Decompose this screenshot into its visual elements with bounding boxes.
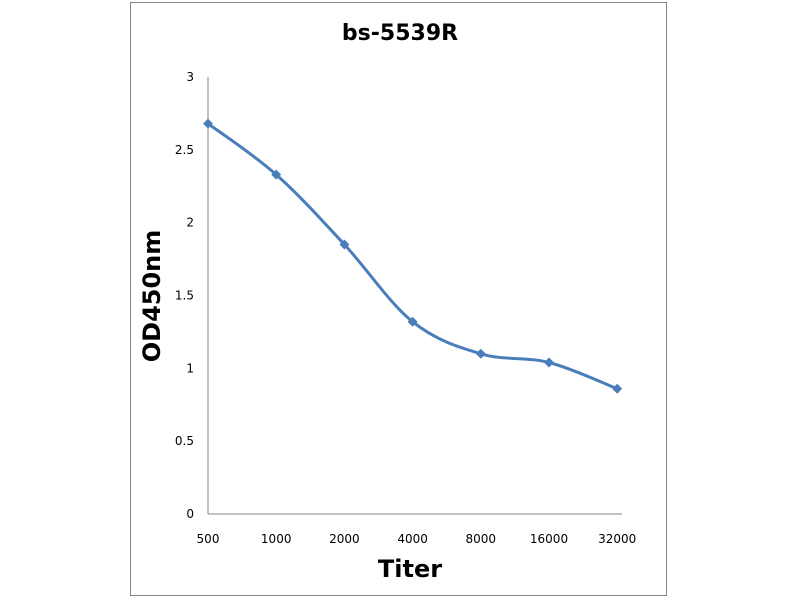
chart-frame bbox=[130, 2, 667, 596]
x-tick-label: 500 bbox=[197, 532, 220, 546]
data-point bbox=[339, 239, 350, 250]
series-line bbox=[207, 122, 618, 391]
x-tick-label: 2000 bbox=[329, 532, 360, 546]
x-tick-label: 8000 bbox=[466, 532, 497, 546]
x-tick-label: 4000 bbox=[397, 532, 428, 546]
y-tick-label: 2.5 bbox=[175, 143, 194, 157]
chart-title: bs-5539R bbox=[342, 21, 458, 46]
data-point bbox=[612, 383, 623, 394]
data-point bbox=[271, 169, 282, 180]
y-tick-label: 2 bbox=[186, 216, 194, 230]
data-point bbox=[407, 316, 418, 327]
x-tick-label: 32000 bbox=[598, 532, 636, 546]
y-tick-label: 1 bbox=[186, 361, 194, 375]
x-tick-label: 1000 bbox=[261, 532, 292, 546]
y-tick-label: 0 bbox=[186, 507, 194, 521]
y-tick-label: 0.5 bbox=[175, 434, 194, 448]
data-point bbox=[544, 357, 554, 368]
data-point bbox=[203, 118, 213, 129]
y-axis-label: OD450nm bbox=[138, 230, 166, 363]
data-point bbox=[475, 348, 486, 359]
x-tick-label: 16000 bbox=[530, 532, 568, 546]
y-tick-label: 1.5 bbox=[175, 289, 194, 303]
x-axis-label: Titer bbox=[378, 555, 442, 583]
y-tick-label: 3 bbox=[186, 70, 194, 84]
